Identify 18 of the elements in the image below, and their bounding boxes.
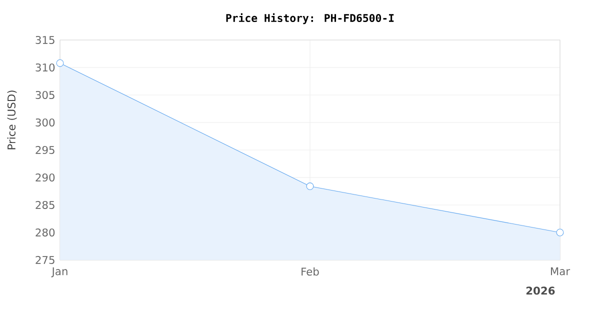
point xyxy=(56,59,64,67)
y-tick-label: 305 xyxy=(36,90,54,100)
y-tick-label: 310 xyxy=(36,63,55,72)
point xyxy=(556,228,564,236)
y-tick-label: 290 xyxy=(36,173,55,182)
y-tick-label: 285 xyxy=(36,200,54,210)
chart-title: Price History: PH-FD6500-I xyxy=(226,13,394,24)
y-tick-label: 275 xyxy=(36,256,54,264)
x-tick-label: Feb xyxy=(302,267,319,276)
text: 2026 xyxy=(526,286,555,295)
y-axis-title: Price (USD) xyxy=(7,90,17,150)
y-tick-label: 280 xyxy=(36,228,55,237)
y-tick-label: 295 xyxy=(36,146,54,154)
y-tick-label: 300 xyxy=(36,118,55,127)
y-tick-label: 315 xyxy=(36,36,54,44)
x-tick-label: Mar xyxy=(550,267,570,276)
x-tick-label: Jan xyxy=(51,267,68,278)
point xyxy=(306,182,314,190)
